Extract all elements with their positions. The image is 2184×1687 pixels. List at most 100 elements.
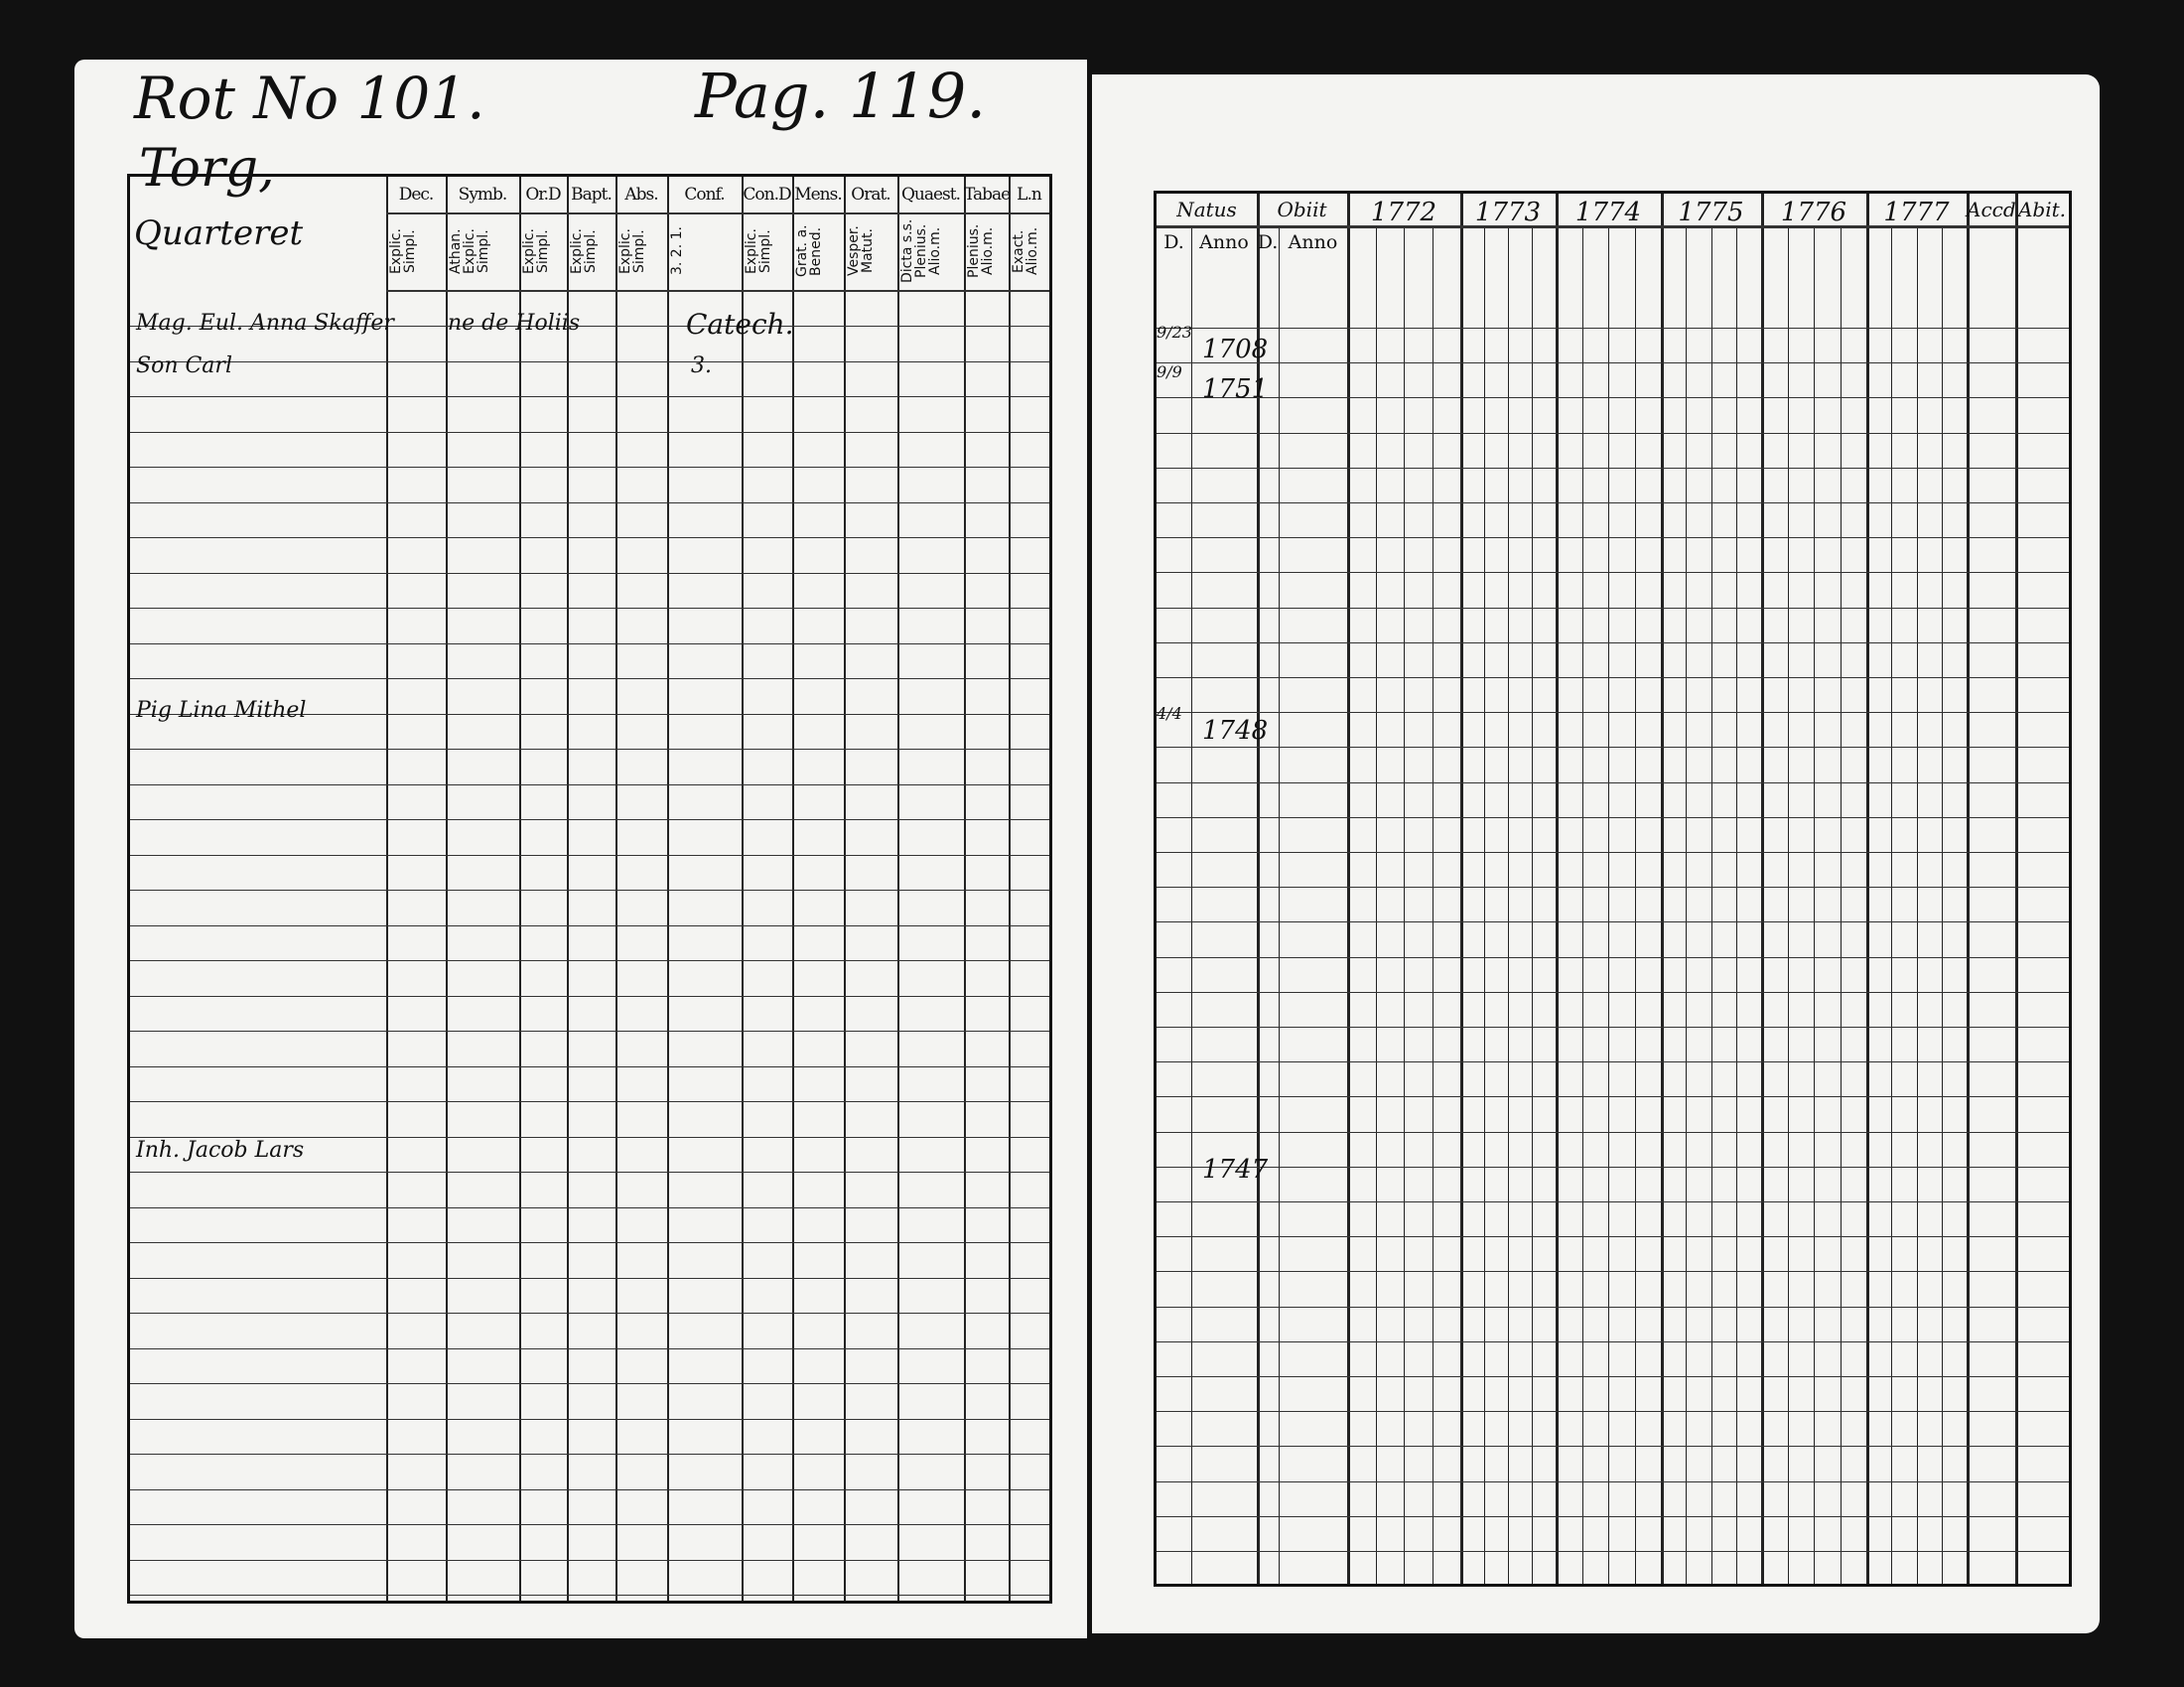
column-divider bbox=[519, 177, 521, 1601]
column-subheader: Vesper. Matut. bbox=[846, 225, 876, 277]
column-header: 1775 bbox=[1678, 198, 1744, 227]
left-page bbox=[74, 60, 1087, 1638]
row-line bbox=[130, 1206, 1049, 1208]
column-divider bbox=[897, 177, 899, 1601]
column-subheader: Explic. Simpl. bbox=[744, 228, 773, 274]
row-line bbox=[1157, 1306, 2069, 1308]
row-line bbox=[130, 1595, 1049, 1596]
row-line bbox=[130, 854, 1049, 856]
column-divider bbox=[2015, 194, 2018, 1584]
column-header: Mens. bbox=[794, 185, 843, 205]
column-header: 1774 bbox=[1574, 198, 1642, 227]
row-line bbox=[1157, 677, 2069, 678]
row-line bbox=[1157, 328, 2069, 329]
sub-column-divider bbox=[1375, 227, 1377, 1584]
row-line bbox=[1157, 1271, 2069, 1273]
page-number: Pag. 119. bbox=[695, 60, 987, 132]
sub-column-divider bbox=[1634, 227, 1636, 1584]
row-line bbox=[130, 1136, 1049, 1138]
column-subheader: Explic. Simpl. bbox=[617, 228, 647, 274]
entry-note: ne de Holiis bbox=[448, 311, 581, 336]
column-divider bbox=[1460, 194, 1463, 1584]
column-header: Obiit bbox=[1277, 198, 1327, 221]
column-subheader: Exact. Alio.m. bbox=[1011, 226, 1040, 276]
column-divider bbox=[964, 177, 966, 1601]
row-line bbox=[130, 713, 1049, 715]
row-line bbox=[130, 537, 1049, 538]
column-header: 1772 bbox=[1370, 198, 1437, 227]
rote-number: Rot No 101. bbox=[134, 65, 485, 132]
row-line bbox=[1157, 781, 2069, 783]
row-line bbox=[130, 1313, 1049, 1314]
column-divider bbox=[792, 177, 794, 1601]
column-divider bbox=[844, 177, 846, 1601]
row-line bbox=[130, 783, 1049, 785]
column-header: Con.D bbox=[743, 185, 791, 205]
sub-column-divider bbox=[1686, 227, 1688, 1584]
row-line bbox=[130, 1242, 1049, 1243]
quarter-label: Quarteret bbox=[134, 213, 304, 253]
row-line bbox=[1157, 1131, 2069, 1133]
row-line bbox=[1157, 397, 2069, 399]
column-subheader: Dicta s.s. Plenius. Alio.m. bbox=[899, 218, 943, 284]
row-line bbox=[1157, 1096, 2069, 1098]
sub-column-divider bbox=[1840, 227, 1842, 1584]
row-line bbox=[1157, 1201, 2069, 1202]
row-line bbox=[130, 1524, 1049, 1525]
row-line bbox=[130, 1065, 1049, 1067]
column-header: Abit. bbox=[2017, 198, 2067, 221]
row-line bbox=[130, 1172, 1049, 1173]
row-line bbox=[1157, 816, 2069, 818]
column-subheader: Plenius. Alio.m. bbox=[966, 223, 996, 279]
row-line bbox=[1157, 887, 2069, 889]
column-subheader: Grat. a. Bened. bbox=[794, 224, 824, 278]
column-divider bbox=[667, 177, 669, 1601]
column-header: Quaest. bbox=[900, 185, 961, 205]
row-line bbox=[1157, 1236, 2069, 1238]
row-line bbox=[130, 995, 1049, 997]
entry-conf: Catech. bbox=[686, 308, 794, 341]
obiit-subheader: D. bbox=[1257, 231, 1279, 253]
row-line bbox=[1157, 1061, 2069, 1063]
header-divider bbox=[386, 290, 1049, 292]
birth-day: 9/23 bbox=[1157, 323, 1192, 342]
header-divider bbox=[386, 212, 1049, 214]
row-line bbox=[130, 1101, 1049, 1102]
birth-year: 1748 bbox=[1202, 716, 1269, 746]
row-line bbox=[130, 819, 1049, 820]
column-header: L.n bbox=[1017, 185, 1042, 205]
row-line bbox=[1157, 1551, 2069, 1552]
row-line bbox=[1157, 1515, 2069, 1517]
row-line bbox=[1157, 607, 2069, 609]
sub-column-divider bbox=[1941, 227, 1943, 1584]
row-line bbox=[1157, 747, 2069, 749]
sub-column-divider bbox=[1916, 227, 1918, 1584]
natus-subheader: D. bbox=[1163, 231, 1184, 253]
row-line bbox=[130, 1559, 1049, 1561]
entry-name: Mag. Eul. Anna Skaffer bbox=[136, 311, 394, 336]
column-header: Symb. bbox=[458, 185, 508, 205]
row-line bbox=[130, 678, 1049, 679]
sub-column-divider bbox=[1814, 227, 1815, 1584]
column-header: Abs. bbox=[624, 185, 658, 205]
right-page bbox=[1092, 74, 2100, 1633]
row-line bbox=[1157, 432, 2069, 434]
row-line bbox=[130, 1383, 1049, 1384]
row-line bbox=[130, 1347, 1049, 1349]
row-line bbox=[1157, 991, 2069, 993]
row-line bbox=[1157, 1446, 2069, 1448]
row-line bbox=[1157, 712, 2069, 714]
left-register-table: Dec. Explic. Simpl. Symb. Athan. Explic. Si… bbox=[127, 174, 1052, 1604]
row-line bbox=[130, 608, 1049, 609]
row-line bbox=[130, 924, 1049, 926]
row-line bbox=[130, 326, 1049, 327]
obiit-subheader: Anno bbox=[1288, 231, 1338, 253]
row-line bbox=[1157, 852, 2069, 853]
row-line bbox=[130, 360, 1049, 362]
row-line bbox=[130, 1488, 1049, 1490]
row-line bbox=[130, 572, 1049, 574]
header-divider bbox=[1157, 225, 2069, 228]
row-line bbox=[1157, 1411, 2069, 1413]
birth-day: 4/4 bbox=[1157, 704, 1182, 723]
column-divider bbox=[1347, 194, 1350, 1584]
